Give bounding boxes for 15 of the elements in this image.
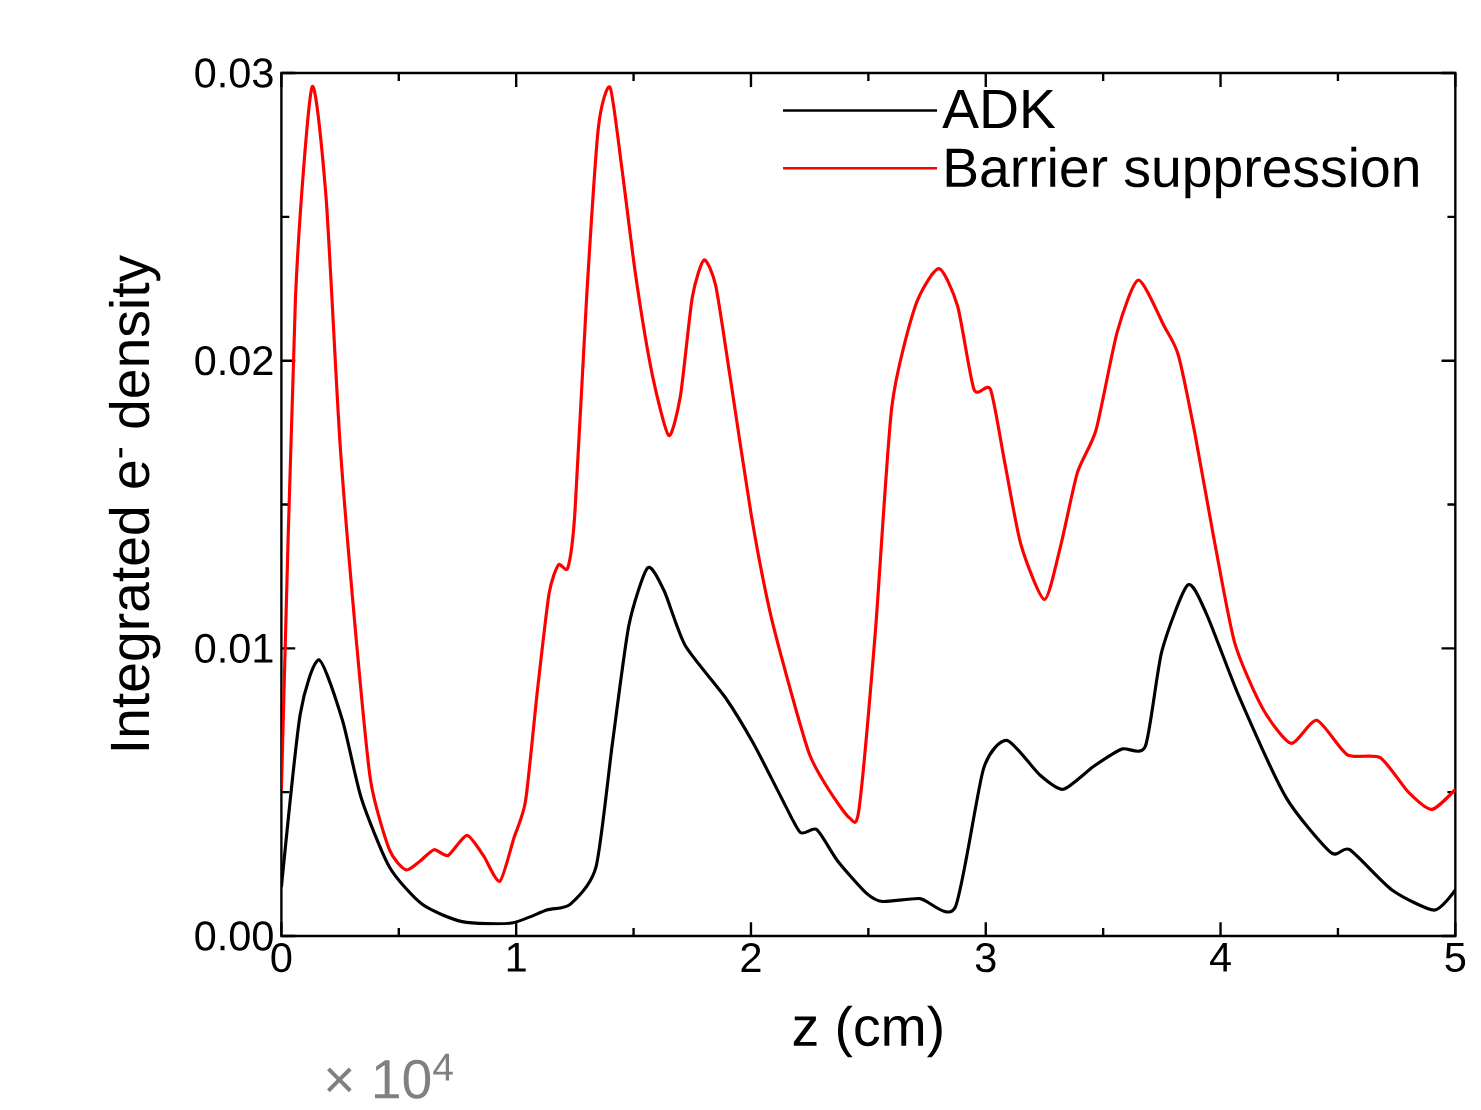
legend-label: ADK [942, 90, 1056, 129]
x-tick-label: 5 [1445, 943, 1466, 973]
legend-label: Barrier suppression [946, 146, 1418, 199]
y-tick-label: 0.01 [195, 633, 273, 664]
x-tick-label: 0 [271, 943, 292, 973]
x-tick-label: 1 [507, 943, 526, 972]
x-axis-title: z (cm) [793, 1005, 942, 1058]
x-tick-label: 4 [1209, 943, 1231, 972]
y-tick-label: 0.03 [195, 58, 273, 88]
x-tick-label: 2 [741, 943, 761, 973]
y-axis-title: Integrated e$^{-}$ density [108, 255, 161, 750]
x-tick-label: 3 [975, 943, 996, 973]
y-tick-label: 0.00 [195, 921, 273, 951]
y-tick-label: 0.02 [195, 346, 273, 376]
text: × 10$^{4}$ [327, 1053, 453, 1099]
